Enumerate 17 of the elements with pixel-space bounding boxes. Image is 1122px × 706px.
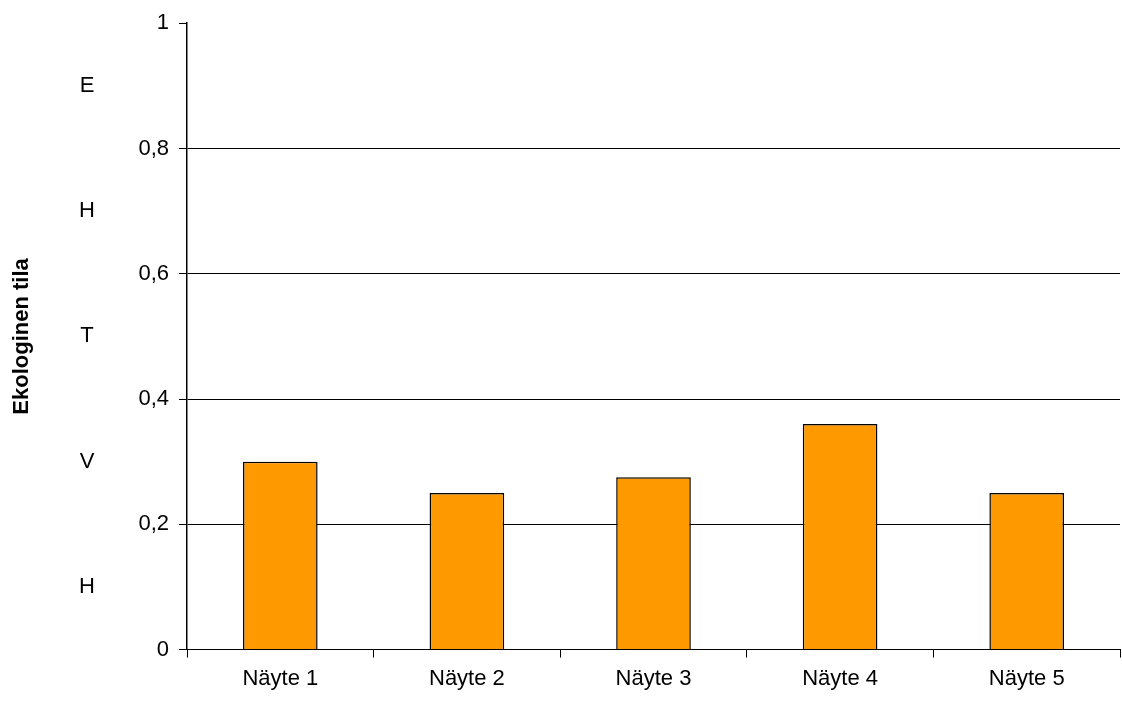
y-tick-label: 1 — [156, 9, 169, 35]
y-axis-title: Ekologinen tila — [8, 257, 34, 415]
x-tick-label: Näyte 5 — [988, 664, 1065, 690]
x-tick-label: Näyte 2 — [428, 664, 505, 690]
text: T — [80, 322, 94, 348]
y-tick-label: 0,6 — [138, 259, 169, 285]
x-tick-label: Näyte 3 — [615, 664, 692, 690]
y-tick-label: 0 — [156, 635, 169, 661]
x-tick-label: Näyte 4 — [802, 664, 879, 690]
text: E — [79, 71, 95, 97]
text: H — [79, 573, 95, 599]
y-tick-label: 0,4 — [138, 385, 169, 411]
x-tick-label: Näyte 1 — [242, 664, 319, 690]
text: V — [79, 447, 95, 473]
y-tick-label: 0,2 — [138, 510, 169, 536]
y-tick-label: 0,8 — [138, 134, 169, 160]
text: H — [79, 197, 95, 223]
